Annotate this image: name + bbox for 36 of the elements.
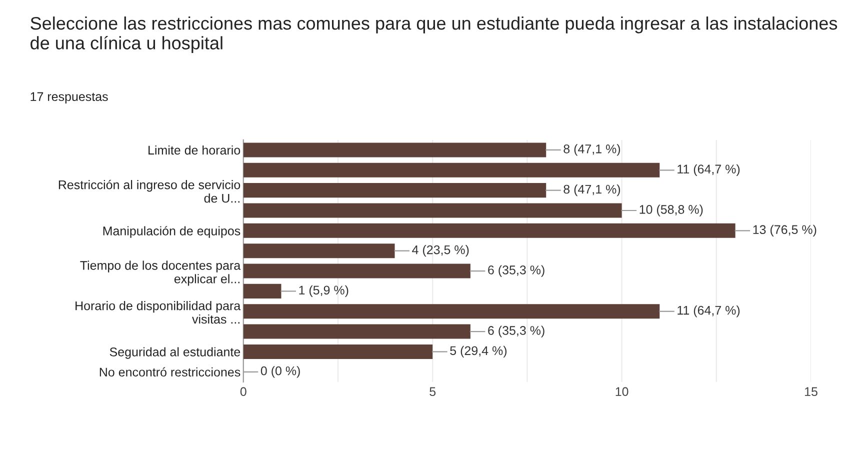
x-tick-label: 5	[430, 387, 436, 396]
y-tick-label: Limite de horario	[148, 145, 240, 155]
bar	[243, 264, 470, 278]
y-tick-label: Seguridad al estudiante	[110, 347, 240, 359]
x-tick-label: 0	[240, 387, 246, 396]
data-label: 0 (0 %)	[260, 366, 300, 378]
data-label: 10 (58,8 %)	[640, 204, 703, 216]
data-label: 6 (35,3 %)	[488, 265, 544, 277]
data-label: 11 (64,7 %)	[678, 306, 740, 318]
data-label: 4 (23,5 %)	[412, 245, 469, 257]
bar	[243, 162, 660, 178]
data-label: 1 (5,9 %)	[299, 285, 348, 298]
chart-title: Seleccione las restricciones mas comunes para que un estudiante pueda ingresar a las instalaciones de una clínica u hospital	[30, 16, 838, 54]
bar	[243, 223, 736, 238]
x-tick-label: 10	[616, 387, 628, 396]
bar	[243, 244, 395, 258]
data-label: 8 (47,1 %)	[564, 184, 620, 196]
data-label: 8 (47,1 %)	[564, 144, 620, 156]
y-tick-label: Manipulación de equipos	[103, 226, 240, 238]
bar	[243, 183, 546, 198]
bar	[243, 142, 546, 158]
text: 17 respuestas	[30, 92, 108, 104]
bar	[243, 284, 282, 298]
bar	[243, 324, 470, 339]
y-tick-label: Tiempo de los docentes para explicar el...	[80, 260, 241, 286]
data-label: 11 (64,7 %)	[678, 164, 740, 176]
y-tick-label: Horario de disponibilidad para visitas ...	[76, 301, 241, 324]
y-tick-label: Restricción al ingreso de servicio de U...	[58, 180, 240, 203]
y-tick-label: No encontró restricciones	[100, 367, 240, 377]
x-tick-label: 15	[805, 387, 818, 396]
bar	[243, 304, 660, 319]
data-label: 13 (76,5 %)	[753, 224, 816, 236]
bar	[243, 344, 433, 359]
data-label: 5 (29,4 %)	[450, 346, 507, 358]
data-label: 6 (35,3 %)	[488, 326, 544, 338]
bar	[243, 203, 622, 218]
